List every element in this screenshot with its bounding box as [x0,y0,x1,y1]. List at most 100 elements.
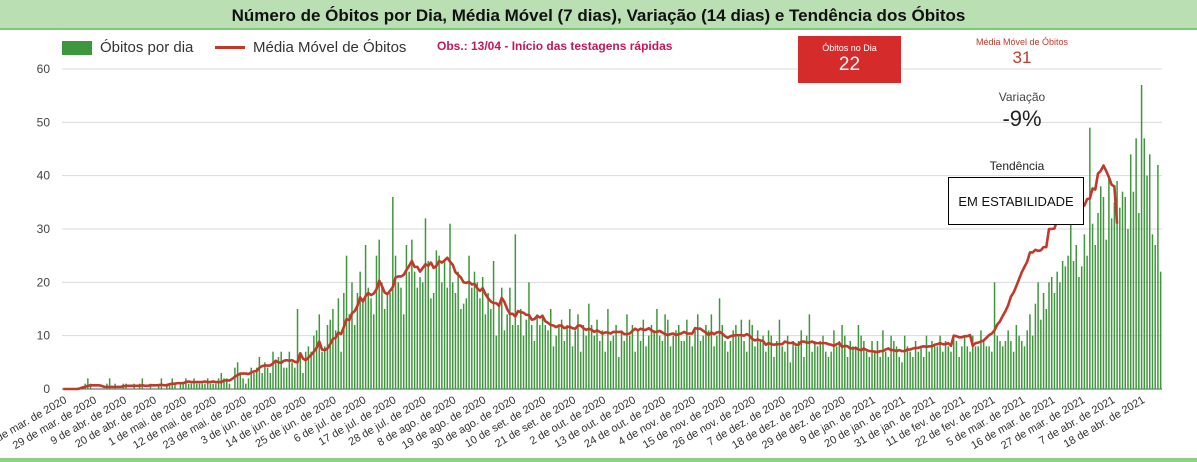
bar [928,351,930,389]
bar [468,255,470,389]
bar [310,351,312,389]
bar [751,325,753,389]
bar [716,335,718,389]
bar [838,341,841,389]
bar [340,351,342,389]
bar [680,341,683,389]
bar [179,383,182,389]
bar [476,282,478,389]
bar [223,378,225,389]
bar [362,298,364,389]
bar [811,351,813,389]
bar [422,282,424,389]
bar [498,303,500,389]
bar [196,383,198,389]
bar [833,330,835,389]
bar [803,357,805,389]
bar [465,298,468,389]
bar [721,325,724,389]
bar [1053,293,1056,389]
bar [304,351,307,389]
bar [579,351,582,389]
bar [626,314,628,389]
bar [87,378,89,389]
bar [533,341,536,389]
bar [424,218,427,389]
bar [985,346,988,389]
legend-item-line[interactable]: Média Móvel de Óbitos [215,39,406,56]
kpi-media-value: 31 [1012,48,1032,67]
bar [618,357,620,389]
bar [972,335,974,389]
bar [269,373,272,389]
bar [383,309,386,389]
bar [961,346,963,389]
bar [740,319,743,389]
bar [819,341,822,389]
bar [432,293,435,389]
bar [775,341,778,389]
bar [182,383,184,389]
bar [503,330,506,389]
bar [762,335,764,389]
bar [334,330,337,389]
bar [936,346,939,389]
bar [1108,175,1110,389]
bar [914,341,917,389]
bar [558,325,560,389]
bar [827,357,830,389]
bar [413,271,416,389]
bar [767,330,770,389]
bar [484,314,487,389]
y-tick-label: 40 [37,169,51,183]
kpi-obitos-value: 22 [838,54,861,75]
bar [397,282,400,389]
bar [664,314,666,389]
bar [313,335,315,389]
y-tick-label: 60 [37,62,51,76]
bar [1070,218,1072,389]
bar [416,287,419,389]
bar [549,309,552,389]
bar [588,303,590,389]
bar [1010,341,1012,389]
kpi-tendencia-label: Tendência [989,159,1045,173]
bar [999,341,1001,389]
bar [495,335,498,389]
bar [1140,85,1143,389]
bar [1127,229,1129,389]
bar [770,335,773,389]
bar [1159,271,1162,389]
bar [285,367,288,389]
bar [887,357,890,389]
bar [893,341,895,389]
kpi-tendencia-box: EM ESTABILIDADE [948,177,1084,225]
bar [1146,175,1148,389]
bar [846,357,849,389]
bar [863,341,865,389]
bar [1119,207,1121,389]
bar [917,351,920,389]
bar [242,378,244,389]
bar [530,325,533,389]
bar [691,346,694,389]
bar [509,287,511,389]
bar [778,319,781,389]
bar [373,314,375,389]
bar [1015,325,1018,389]
legend-item-bars[interactable]: Óbitos por dia [62,39,193,56]
bar [1048,282,1050,389]
bar [677,325,680,389]
bar [822,335,824,389]
bar [830,351,832,389]
bar [947,346,950,389]
bar [541,314,544,389]
bar [1132,191,1135,389]
bar [705,325,707,389]
bar [560,319,563,389]
bar [187,383,190,389]
bar [1061,261,1064,389]
kpi-variacao-value: -9% [1002,106,1042,131]
bar [299,357,301,389]
chart-title: Número de Óbitos por Dia, Média Móvel (7… [231,6,966,25]
